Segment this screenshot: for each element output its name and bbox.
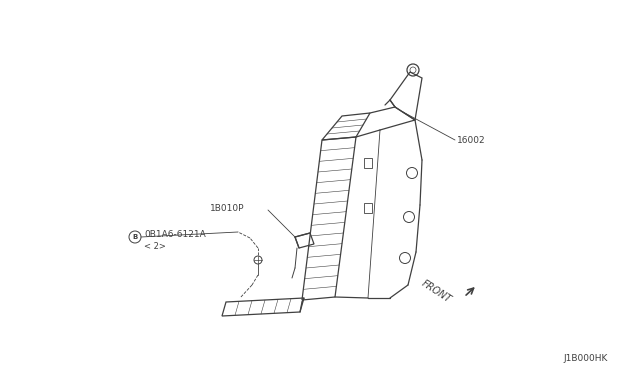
Text: 16002: 16002 — [457, 135, 486, 144]
Text: < 2>: < 2> — [144, 241, 166, 250]
Bar — [364, 158, 372, 168]
Bar — [364, 203, 372, 213]
Text: 0B1A6-6121A: 0B1A6-6121A — [144, 230, 205, 238]
Text: 1B010P: 1B010P — [210, 203, 244, 212]
Text: B: B — [132, 234, 138, 240]
Text: FRONT: FRONT — [420, 279, 453, 305]
Text: J1B000HK: J1B000HK — [564, 354, 608, 363]
